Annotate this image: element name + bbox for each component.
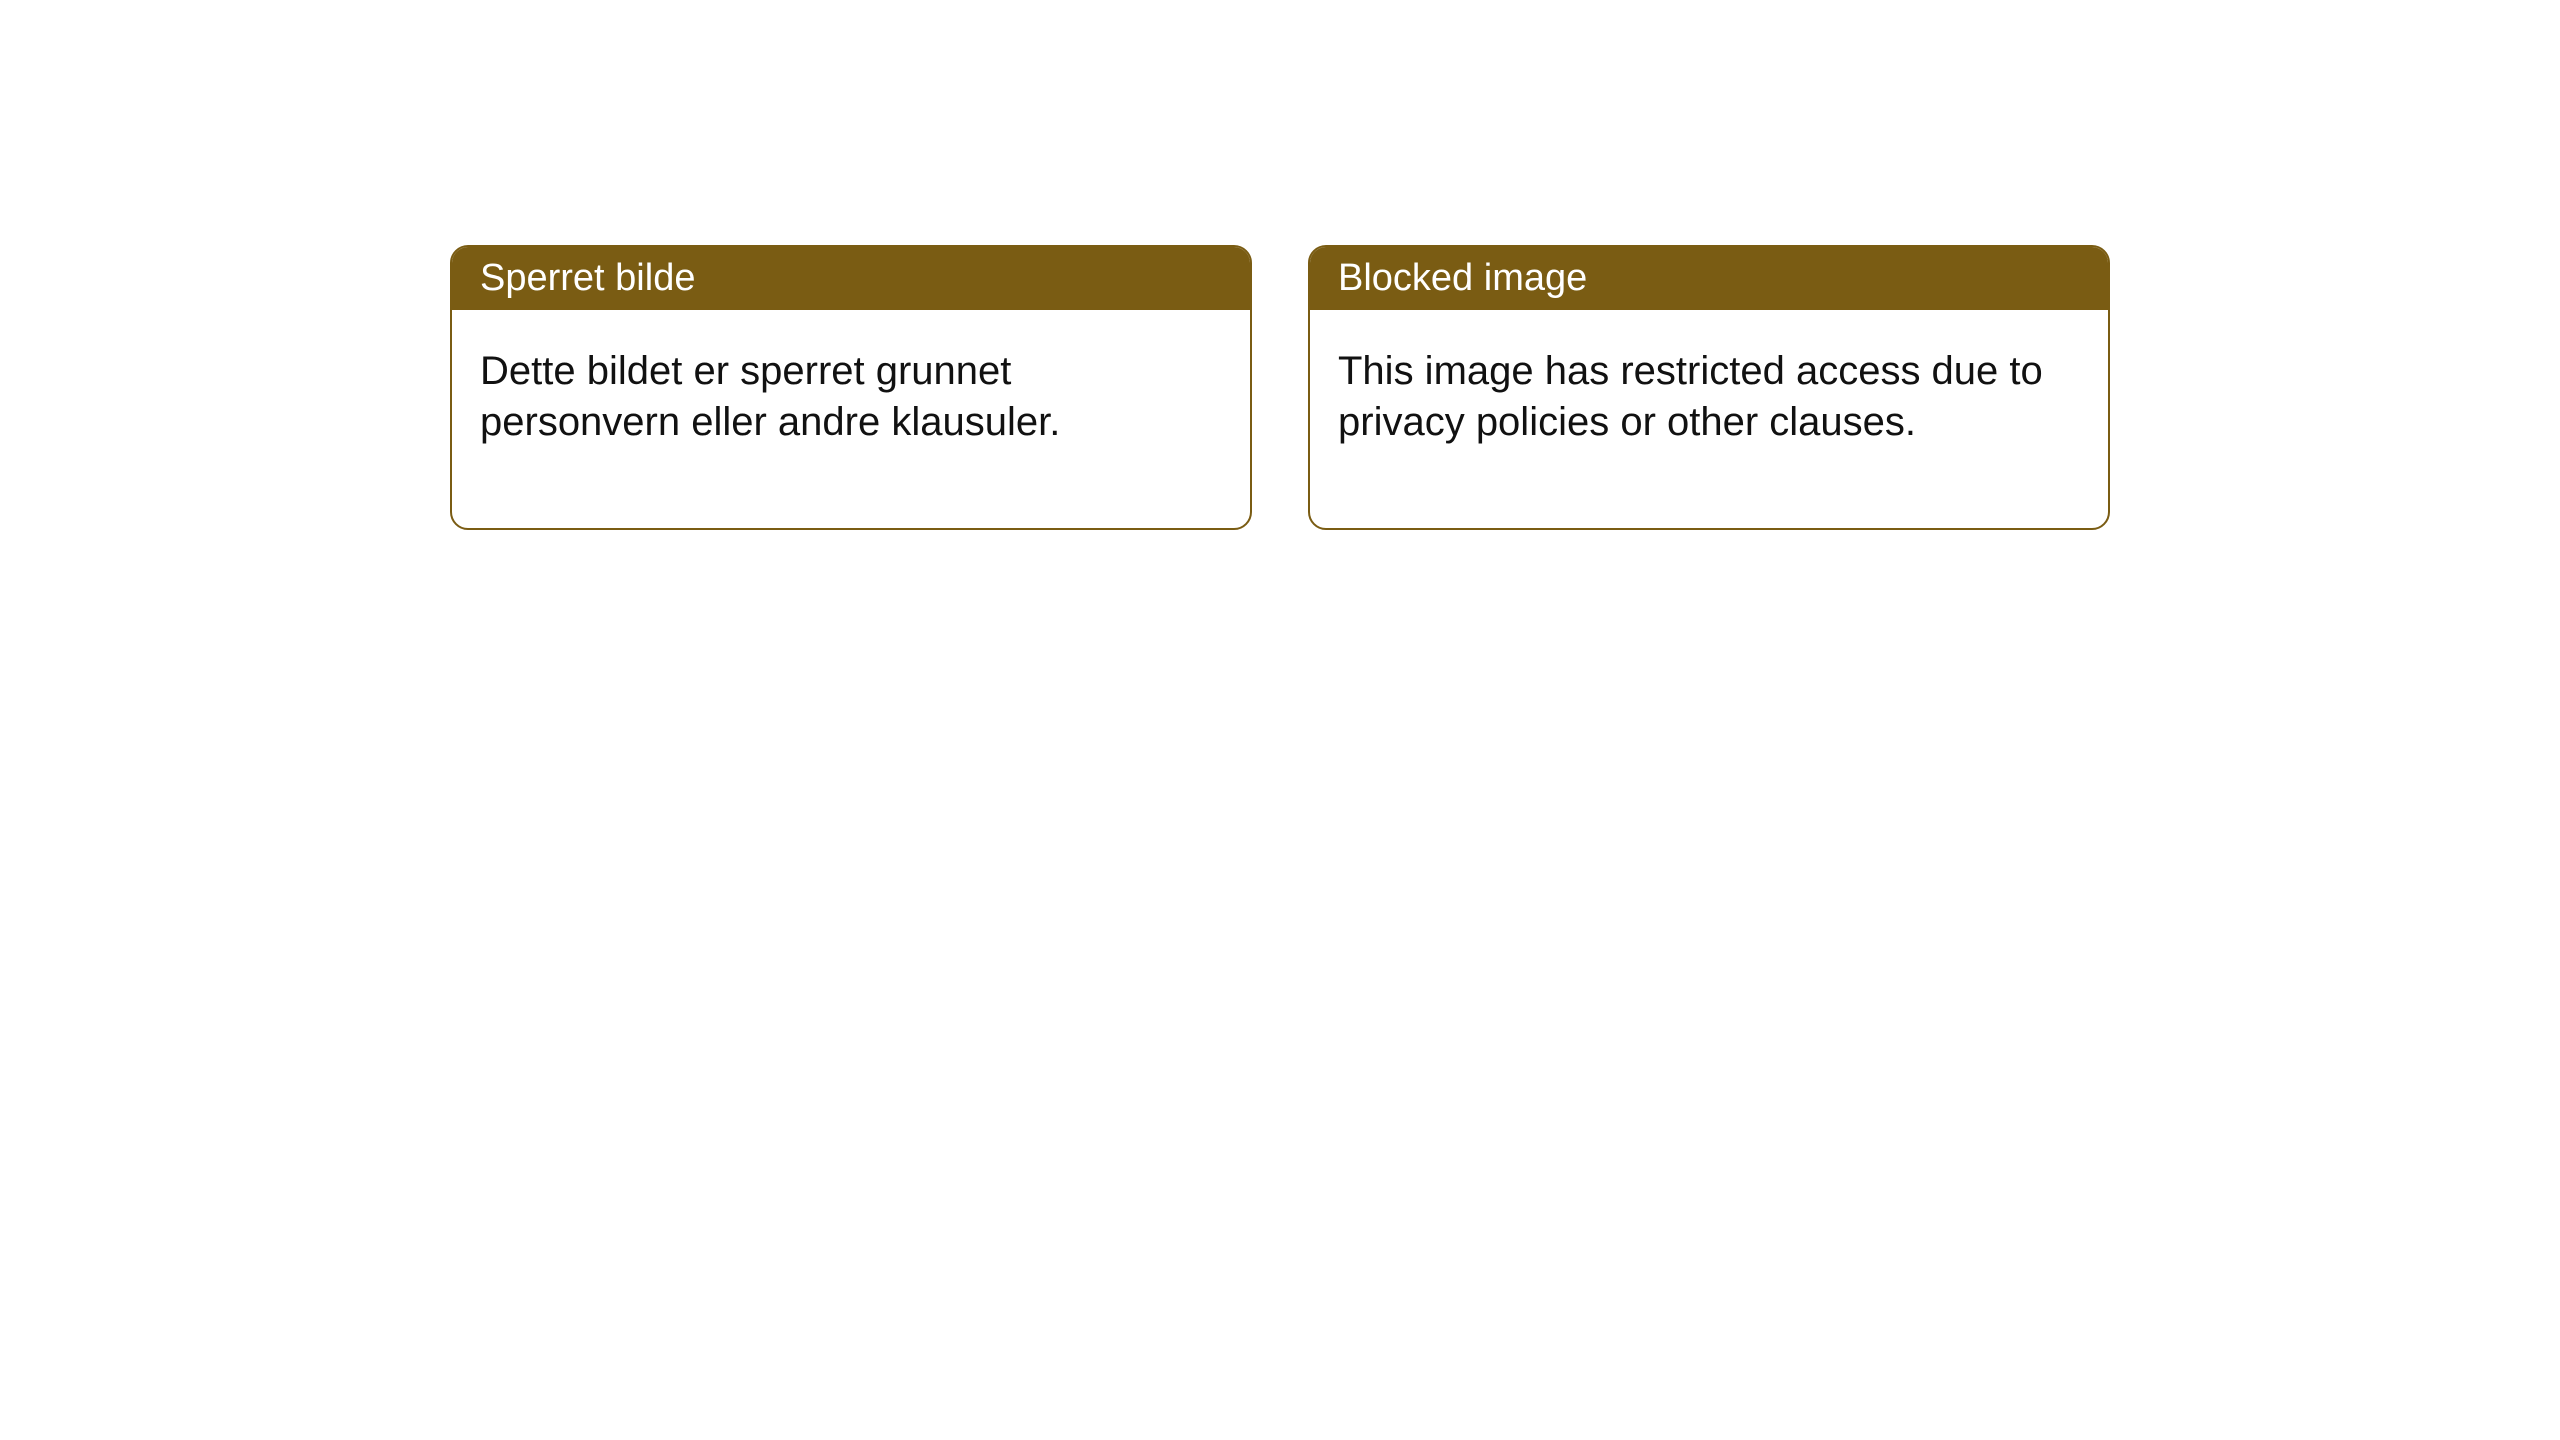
blocked-image-card-english: Blocked image This image has restricted … — [1308, 245, 2110, 530]
card-body-english: This image has restricted access due to … — [1310, 310, 2108, 528]
card-body-norwegian: Dette bildet er sperret grunnet personve… — [452, 310, 1250, 528]
blocked-image-card-norwegian: Sperret bilde Dette bildet er sperret gr… — [450, 245, 1252, 530]
card-title-english: Blocked image — [1310, 247, 2108, 310]
card-title-norwegian: Sperret bilde — [452, 247, 1250, 310]
blocked-image-notice-container: Sperret bilde Dette bildet er sperret gr… — [450, 245, 2110, 530]
